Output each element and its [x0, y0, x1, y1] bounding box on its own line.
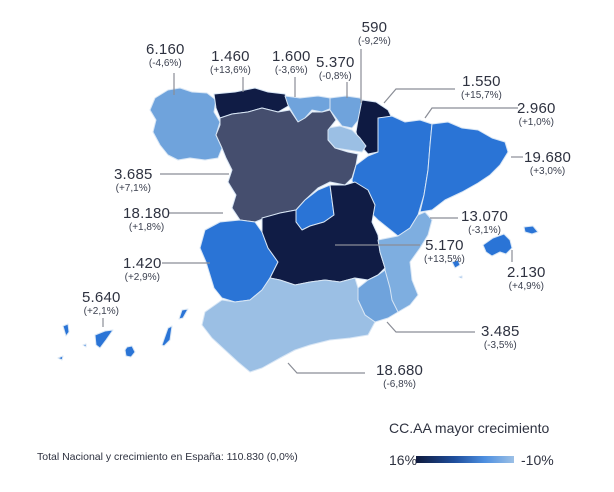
label-cataluna: 19.680 (+3,0%): [524, 150, 571, 177]
growth-canarias: (+2,1%): [83, 306, 119, 317]
label-madrid: 18.180 (+1,8%): [123, 206, 170, 233]
growth-cantabria: (-3,6%): [274, 65, 308, 76]
legend-title: CC.AA mayor crecimiento: [389, 420, 550, 436]
value-cataluna: 19.680: [524, 149, 572, 166]
label-castilla-y-leon: 3.685 (+7,1%): [114, 167, 153, 194]
label-andalucia: 18.680 (-6,8%): [376, 363, 423, 390]
region-cantabria[interactable]: [284, 95, 333, 123]
value-baleares: 2.130: [507, 264, 546, 281]
region-comunidad-valenciana[interactable]: [377, 211, 433, 313]
growth-madrid: (+1,8%): [128, 222, 165, 233]
label-aragon: 2.960 (+1,0%): [517, 101, 556, 128]
label-canarias: 5.640 (+2,1%): [82, 290, 121, 317]
label-asturias: 1.460 (+13,6%): [210, 49, 251, 76]
label-navarra: 1.550 (+15,7%): [461, 74, 502, 101]
region-castilla-y-leon[interactable]: [215, 107, 359, 223]
value-castilla-y-leon: 3.685: [114, 166, 153, 183]
region-pais-vasco[interactable]: [329, 95, 367, 129]
growth-castilla-y-leon: (+7,1%): [115, 183, 151, 194]
label-castilla-la-mancha: 5.170 (+13,5%): [424, 238, 465, 265]
growth-galicia: (-4,6%): [148, 58, 182, 69]
legend-max-label: -10%: [521, 452, 554, 468]
region-galicia[interactable]: [149, 87, 223, 161]
value-galicia: 6.160: [146, 41, 185, 58]
growth-comunidad-valenciana: (-3,1%): [468, 225, 501, 236]
value-comunidad-valenciana: 13.070: [461, 208, 509, 225]
growth-castilla-la-mancha: (+13,5%): [424, 254, 465, 265]
label-pais-vasco: 5.370 (-0,8%): [316, 55, 355, 82]
value-madrid: 18.180: [123, 205, 171, 222]
label-baleares: 2.130 (+4,9%): [507, 265, 546, 292]
label-cantabria: 1.600 (-3,6%): [272, 49, 311, 76]
growth-navarra: (+15,7%): [461, 90, 502, 101]
value-pais-vasco: 5.370: [316, 54, 355, 71]
growth-pais-vasco: (-0,8%): [318, 71, 352, 82]
growth-cataluna: (+3,0%): [529, 166, 566, 177]
national-total-text: Total Nacional y crecimiento en España: …: [37, 451, 298, 463]
growth-aragon: (+1,0%): [518, 117, 554, 128]
value-andalucia: 18.680: [376, 362, 424, 379]
value-asturias: 1.460: [211, 48, 250, 65]
growth-la-rioja: (-9,2%): [358, 36, 391, 47]
legend-gradient-bar: [416, 456, 514, 463]
label-comunidad-valenciana: 13.070 (-3,1%): [461, 209, 508, 236]
value-murcia: 3.485: [481, 323, 520, 340]
growth-andalucia: (-6,8%): [383, 379, 416, 390]
region-cataluna[interactable]: [419, 121, 509, 213]
growth-asturias: (+13,6%): [210, 65, 251, 76]
region-baleares[interactable]: [451, 225, 539, 279]
region-andalucia[interactable]: [201, 277, 376, 373]
value-navarra: 1.550: [462, 73, 501, 90]
label-extremadura: 1.420 (+2,9%): [123, 256, 162, 283]
label-la-rioja: 590 (-9,2%): [358, 20, 391, 47]
value-extremadura: 1.420: [123, 255, 162, 272]
value-la-rioja: 590: [361, 19, 388, 36]
label-murcia: 3.485 (-3,5%): [481, 324, 520, 351]
growth-murcia: (-3,5%): [483, 340, 517, 351]
value-aragon: 2.960: [517, 100, 556, 117]
region-canarias[interactable]: [57, 308, 189, 361]
value-canarias: 5.640: [82, 289, 121, 306]
value-castilla-la-mancha: 5.170: [425, 237, 464, 254]
legend-min-label: 16%: [389, 452, 418, 468]
growth-baleares: (+4,9%): [508, 281, 544, 292]
growth-extremadura: (+2,9%): [124, 272, 160, 283]
label-galicia: 6.160 (-4,6%): [146, 42, 185, 69]
value-cantabria: 1.600: [272, 48, 311, 65]
